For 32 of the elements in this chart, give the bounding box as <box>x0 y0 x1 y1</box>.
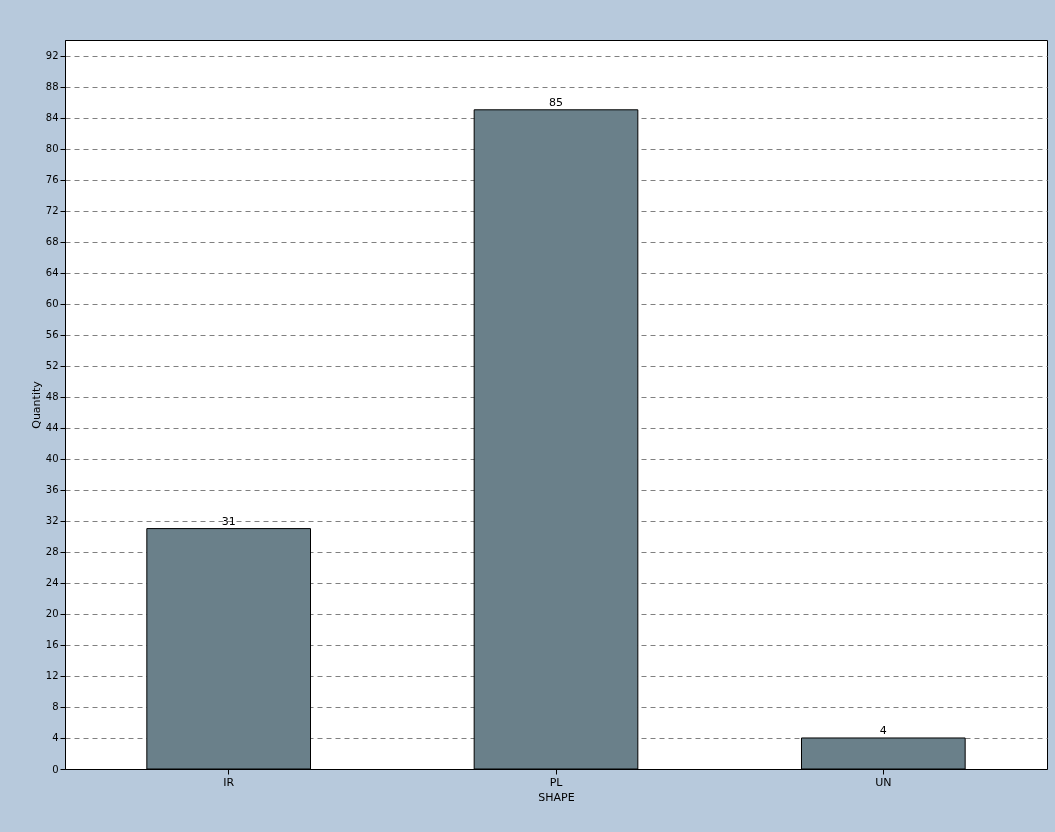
y-tick-label: 36 <box>45 484 59 496</box>
y-tick-label: 40 <box>45 453 59 465</box>
y-tick-label: 84 <box>45 112 59 124</box>
y-tick-label: 68 <box>45 236 59 248</box>
y-tick-label: 88 <box>45 81 59 93</box>
y-tick-label: 80 <box>45 143 59 155</box>
y-tick-label: 32 <box>45 515 59 527</box>
y-tick-label: 8 <box>52 701 59 713</box>
x-axis-title: SHAPE <box>538 790 575 804</box>
y-tick-label: 12 <box>45 670 59 682</box>
data-label: 85 <box>549 95 563 109</box>
y-tick-label: 16 <box>45 639 59 651</box>
y-tick-label: 20 <box>45 608 59 620</box>
data-label: 4 <box>879 723 887 737</box>
y-tick-label: 76 <box>45 174 59 186</box>
x-tick-label: UN <box>875 775 892 789</box>
y-tick-label: 0 <box>52 763 59 775</box>
y-tick-label: 28 <box>45 546 59 558</box>
y-tick-label: 56 <box>45 329 59 341</box>
y-tick-label: 44 <box>45 422 59 434</box>
y-tick-label: 4 <box>52 732 59 744</box>
x-tick-label: PL <box>549 775 564 789</box>
y-tick-label: 72 <box>45 205 59 217</box>
y-axis-title: Quantity <box>29 380 43 429</box>
y-tick-label: 60 <box>45 298 59 310</box>
y-tick-label: 24 <box>45 577 59 589</box>
y-tick-label: 92 <box>45 50 59 62</box>
y-tick-label: 48 <box>45 391 59 403</box>
y-tick-label: 52 <box>45 360 59 372</box>
y-tick-label: 64 <box>45 267 59 279</box>
data-label: 31 <box>221 514 236 528</box>
x-tick-label: IR <box>223 775 235 789</box>
